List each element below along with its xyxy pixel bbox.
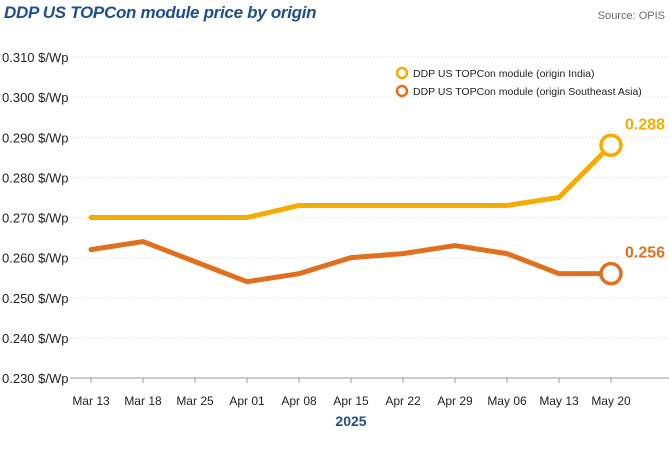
y-axis-ticks: 0.310 $/Wp 0.300 $/Wp 0.290 $/Wp 0.280 $/Wp… (2, 50, 69, 386)
x-tick-label: May 06 (487, 394, 527, 408)
series-line (88, 239, 614, 285)
end-value-label: 0.288 (625, 116, 665, 133)
grid-lines (70, 56, 669, 339)
legend-label: DDP US TOPCon module (origin Southeast A… (413, 86, 642, 98)
y-tick-label: 0.290 $/Wp (2, 130, 69, 145)
y-tick-label: 0.250 $/Wp (2, 291, 69, 306)
legend-marker (395, 84, 409, 98)
legend-label: DDP US TOPCon module (origin India) (413, 68, 595, 80)
series-lines: 0.288 0.256 (88, 116, 665, 286)
y-tick-label: 0.280 $/Wp (2, 170, 69, 185)
x-tick-label: Mar 18 (124, 394, 162, 408)
x-tick-label: Apr 22 (385, 394, 421, 408)
x-tick-label: Apr 01 (229, 394, 265, 408)
x-axis-label: 2025 (335, 413, 366, 429)
y-tick-label: 0.310 $/Wp (2, 50, 69, 65)
x-tick-label: Mar 25 (176, 394, 214, 408)
source-label: Source: OPIS (597, 10, 665, 22)
x-tick-label: Apr 29 (437, 394, 473, 408)
x-axis-ticks: Mar 13 Mar 18 Mar 25 Apr 01 Apr 08 Apr 15 Apr … (72, 378, 631, 408)
x-tick-label: May 20 (591, 394, 631, 408)
x-tick-label: Apr 08 (281, 394, 317, 408)
y-tick-label: 0.230 $/Wp (2, 371, 69, 386)
end-value-label: 0.256 (625, 245, 665, 262)
y-tick-label: 0.300 $/Wp (2, 90, 69, 105)
legend: DDP US TOPCon module (origin India) DDP U… (395, 66, 642, 98)
x-tick-label: May 13 (539, 394, 579, 408)
end-point-marker (599, 133, 623, 158)
x-tick-label: Apr 15 (333, 394, 369, 408)
y-tick-label: 0.240 $/Wp (2, 331, 69, 346)
end-point-marker (599, 261, 623, 286)
x-tick-label: Mar 13 (72, 394, 110, 408)
legend-marker (395, 66, 409, 80)
series-line (88, 142, 614, 220)
chart-title: DDP US TOPCon module price by origin (4, 3, 317, 22)
y-tick-label: 0.270 $/Wp (2, 211, 69, 226)
y-tick-label: 0.260 $/Wp (2, 251, 69, 266)
